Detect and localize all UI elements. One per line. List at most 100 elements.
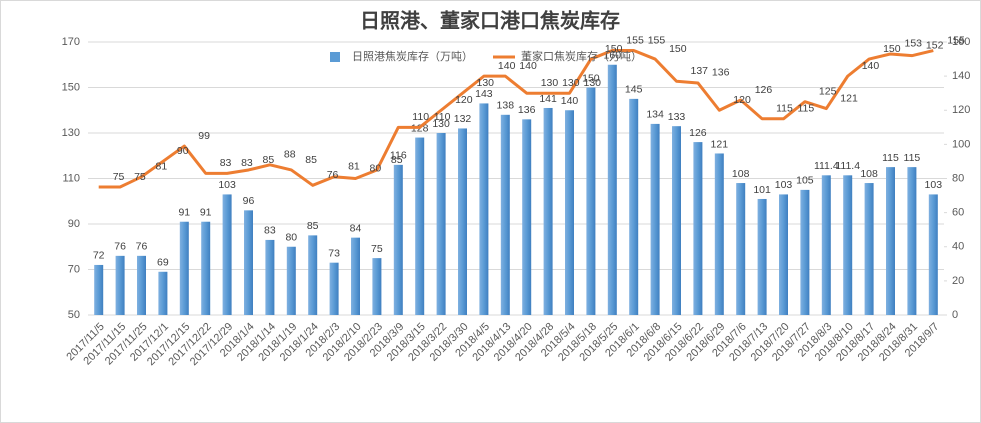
line-value-label: 99 <box>198 130 210 142</box>
y2-tick-label: 160 <box>952 36 970 48</box>
bar-value-label: 101 <box>753 184 771 196</box>
line-value-label: 140 <box>862 60 880 72</box>
line-value-label: 152 <box>926 39 944 51</box>
line-value-label: 90 <box>177 145 189 157</box>
legend-label: 日照港焦炭库存（万吨） <box>352 49 473 63</box>
bar <box>757 198 767 315</box>
bar <box>821 175 831 315</box>
bar-value-label: 76 <box>136 241 148 253</box>
line-value-label: 121 <box>840 92 858 104</box>
line-value-label: 140 <box>498 60 516 72</box>
bar <box>479 103 489 315</box>
y-tick-label: 110 <box>62 172 80 184</box>
bar <box>779 194 788 315</box>
line-value-label: 155 <box>947 34 965 46</box>
line-value-label: 150 <box>669 43 687 55</box>
bar-value-label: 108 <box>860 168 878 180</box>
line-value-label: 83 <box>220 157 232 169</box>
bar <box>843 175 853 315</box>
bar <box>928 194 938 315</box>
bar-value-label: 132 <box>454 113 472 125</box>
bar-value-label: 121 <box>711 138 729 150</box>
line-value-label: 115 <box>776 103 793 115</box>
line-value-label: 130 <box>541 77 559 89</box>
bar <box>115 255 125 315</box>
line-value-label: 81 <box>156 161 168 173</box>
line-value-label: 140 <box>519 60 537 72</box>
y-tick-label: 50 <box>68 309 80 321</box>
line-value-label: 150 <box>883 43 901 55</box>
bar-value-label: 83 <box>264 225 276 237</box>
bar-value-label: 108 <box>732 168 750 180</box>
bar <box>436 133 446 315</box>
bar <box>500 114 510 315</box>
y-tick-label: 150 <box>62 81 80 93</box>
bar-value-label: 96 <box>243 195 255 207</box>
bar-value-label: 115 <box>904 152 921 164</box>
y2-tick-label: 140 <box>952 70 970 82</box>
bar-value-label: 91 <box>178 207 190 219</box>
line-value-label: 125 <box>819 86 837 98</box>
bar <box>672 126 681 315</box>
line-value-label: 85 <box>263 154 275 166</box>
bar-value-label: 91 <box>200 207 212 219</box>
bar <box>393 164 403 315</box>
bar <box>308 235 318 315</box>
bar-value-label: 116 <box>390 150 407 162</box>
line <box>98 49 934 189</box>
bar <box>222 194 232 315</box>
bar-value-label: 73 <box>328 247 340 259</box>
bar <box>329 262 339 315</box>
line-value-label: 81 <box>348 161 360 173</box>
bar <box>543 107 553 315</box>
bar-value-label: 84 <box>350 222 362 234</box>
bar-value-label: 130 <box>432 118 450 130</box>
bar-value-label: 103 <box>925 179 943 191</box>
line-value-label: 110 <box>434 111 451 123</box>
line-value-label: 130 <box>584 77 602 89</box>
bar-value-label: 145 <box>625 84 643 96</box>
y-tick-label: 90 <box>68 218 80 230</box>
bar-value-label: 140 <box>561 95 579 107</box>
bar-value-label: 143 <box>475 88 493 100</box>
bar-value-label: 111.4 <box>814 160 839 172</box>
line-value-label: 120 <box>455 94 473 106</box>
bar <box>179 221 189 315</box>
y2-tick-label: 0 <box>952 309 958 321</box>
bar-value-label: 72 <box>93 250 105 262</box>
line-value-label: 85 <box>391 154 403 166</box>
y2-tick-label: 40 <box>952 241 964 253</box>
bar <box>137 255 146 315</box>
line-value-label: 120 <box>733 94 751 106</box>
line-value-label: 88 <box>284 149 296 161</box>
line-value-label: 80 <box>370 162 382 174</box>
bar-value-label: 136 <box>518 104 536 116</box>
bar <box>607 64 617 315</box>
line-value-label: 155 <box>626 34 644 46</box>
bar-value-label: 76 <box>114 241 126 253</box>
bar-value-label: 134 <box>646 109 664 121</box>
bar-value-label: 69 <box>157 257 169 269</box>
bar-value-label: 85 <box>307 220 319 232</box>
bar <box>693 142 703 315</box>
bar <box>372 258 382 315</box>
bar <box>458 128 467 315</box>
line-value-label: 130 <box>562 77 580 89</box>
line-value-label: 75 <box>134 171 146 183</box>
line-value-label: 137 <box>691 65 709 77</box>
bar <box>586 87 596 315</box>
y2-tick-label: 20 <box>952 275 964 287</box>
bar <box>201 221 211 315</box>
bar-value-label: 105 <box>796 175 814 187</box>
line-value-label: 85 <box>305 154 317 166</box>
bar <box>94 264 104 315</box>
bar <box>629 98 639 315</box>
line-value-label: 130 <box>477 77 495 89</box>
bar <box>886 167 895 315</box>
chart-title: 日照港、董家口港口焦炭库存 <box>360 8 620 32</box>
bar <box>864 183 874 315</box>
y-tick-label: 170 <box>62 36 80 48</box>
bar-value-label: 80 <box>285 232 297 244</box>
y2-tick-label: 80 <box>952 172 964 184</box>
